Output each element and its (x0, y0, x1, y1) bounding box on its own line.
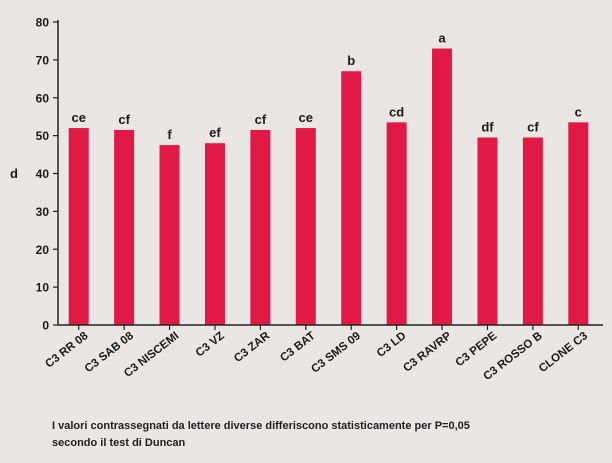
y-tick-label: 40 (36, 167, 50, 181)
x-tick-label: C3 BAT (278, 330, 317, 365)
y-tick-label: 80 (36, 16, 50, 30)
bar (250, 129, 271, 325)
x-tick-label: C3 RAVRP (401, 330, 454, 375)
significance-label: cf (527, 120, 539, 135)
significance-label: df (481, 120, 494, 135)
y-tick-label: 60 (36, 91, 50, 105)
y-axis-title: d (10, 166, 18, 181)
x-tick-label: C3 PEPE (454, 330, 500, 370)
significance-label: ef (209, 125, 221, 140)
bar (295, 128, 316, 325)
significance-label: a (438, 31, 446, 46)
bar (159, 145, 180, 325)
bar (341, 71, 362, 325)
caption-line-1: I valori contrassegnati da lettere diver… (52, 420, 470, 432)
bar (386, 122, 407, 326)
y-tick-label: 20 (36, 243, 50, 257)
significance-label: ce (71, 110, 85, 125)
significance-label: f (167, 127, 172, 142)
significance-label: c (575, 104, 582, 119)
x-tick-label: C3 VZ (194, 330, 227, 360)
y-tick-label: 30 (36, 205, 50, 219)
bar-chart: 0 10 20 30 40 50 60 70 80 ce cf f ef cf ce b cd a df cf c C… (10, 16, 603, 383)
significance-label: cf (118, 112, 130, 127)
bar (432, 48, 453, 325)
x-tick-label: C3 SMS 09 (309, 330, 363, 376)
caption-line-2: secondo il test di Duncan (52, 437, 186, 449)
significance-label: b (347, 53, 355, 68)
caption: I valori contrassegnati da lettere diver… (52, 418, 597, 452)
y-tick-label: 50 (36, 129, 50, 143)
bar (68, 128, 89, 325)
bar (522, 137, 543, 325)
y-tick-label: 70 (36, 53, 50, 67)
significance-label: ce (299, 110, 313, 125)
bar (204, 143, 225, 325)
bar (477, 137, 498, 325)
x-tick-label: C3 ZAR (232, 329, 273, 364)
bar (114, 129, 135, 325)
x-tick-label: C3 LD (375, 330, 409, 360)
y-tick-label: 10 (36, 281, 50, 295)
significance-label: cd (389, 104, 404, 119)
bar (568, 122, 589, 326)
x-tick-label: CLONE C3 (537, 330, 590, 375)
y-tick-label: 0 (42, 319, 49, 333)
significance-label: cf (255, 112, 267, 127)
